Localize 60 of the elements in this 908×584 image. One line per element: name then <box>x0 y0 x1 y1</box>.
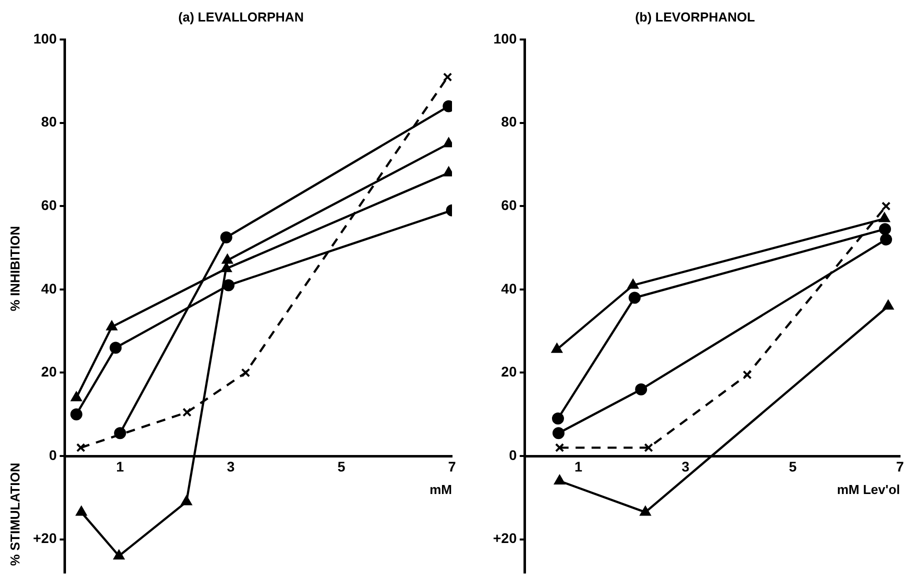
x-tick-label: 1 <box>574 458 582 474</box>
point <box>222 279 234 292</box>
x-tick-label: 7 <box>896 458 904 474</box>
point <box>114 427 126 440</box>
x-axis-title: mM Lev'ol <box>836 482 900 498</box>
point <box>220 262 232 272</box>
y-tick-label: 80 <box>501 114 517 130</box>
chart-title: (a) LEVALLORPHAN <box>178 9 304 24</box>
point <box>70 408 82 420</box>
point <box>114 550 124 560</box>
point <box>106 320 118 330</box>
x-tick-label: 5 <box>337 458 346 474</box>
point <box>552 427 565 440</box>
point <box>880 233 892 246</box>
point <box>742 370 752 380</box>
point <box>443 72 452 82</box>
y-tick-label: +20 <box>33 530 57 546</box>
y-tick-label: 40 <box>41 280 57 296</box>
y-tick-label: 100 <box>493 30 517 46</box>
text: % STIMULATION <box>8 462 23 566</box>
x-tick-label: 3 <box>226 458 235 474</box>
y-tick-label: 0 <box>48 446 57 463</box>
y-tick-label: 100 <box>33 30 57 46</box>
point <box>181 496 192 506</box>
point <box>635 383 648 396</box>
point <box>552 412 564 425</box>
x-tick-label: 1 <box>116 458 124 474</box>
point <box>628 292 641 304</box>
point <box>644 443 654 452</box>
chart-title: (b) LEVORPHANOL <box>635 9 755 24</box>
y-tick-label: 20 <box>501 364 517 380</box>
point <box>882 300 894 310</box>
y-tick-label: 20 <box>41 364 57 380</box>
y-tick-label: 40 <box>501 280 517 296</box>
y-tick-label: +20 <box>493 530 517 546</box>
point <box>882 202 891 211</box>
point <box>76 443 86 452</box>
point <box>76 506 87 516</box>
y-tick-label: 60 <box>501 197 517 214</box>
point <box>220 231 232 244</box>
x-tick-label: 3 <box>682 458 690 474</box>
point <box>628 279 638 289</box>
point <box>110 342 122 354</box>
x-axis-title: mM <box>430 482 452 498</box>
point <box>555 443 564 452</box>
point <box>182 408 192 417</box>
point <box>552 343 562 353</box>
x-tick-label: 7 <box>448 458 456 474</box>
point <box>241 368 250 378</box>
y-tick-label: 0 <box>508 446 517 463</box>
point <box>879 212 890 222</box>
x-tick-label: 5 <box>788 458 797 474</box>
y-axis-title: % INHIBITION <box>8 226 23 312</box>
point <box>878 223 891 236</box>
point <box>640 506 651 516</box>
point <box>222 254 233 264</box>
y-tick-label: 60 <box>41 197 57 214</box>
y-tick-label: 80 <box>41 114 57 130</box>
point <box>71 392 82 402</box>
point <box>554 474 565 484</box>
